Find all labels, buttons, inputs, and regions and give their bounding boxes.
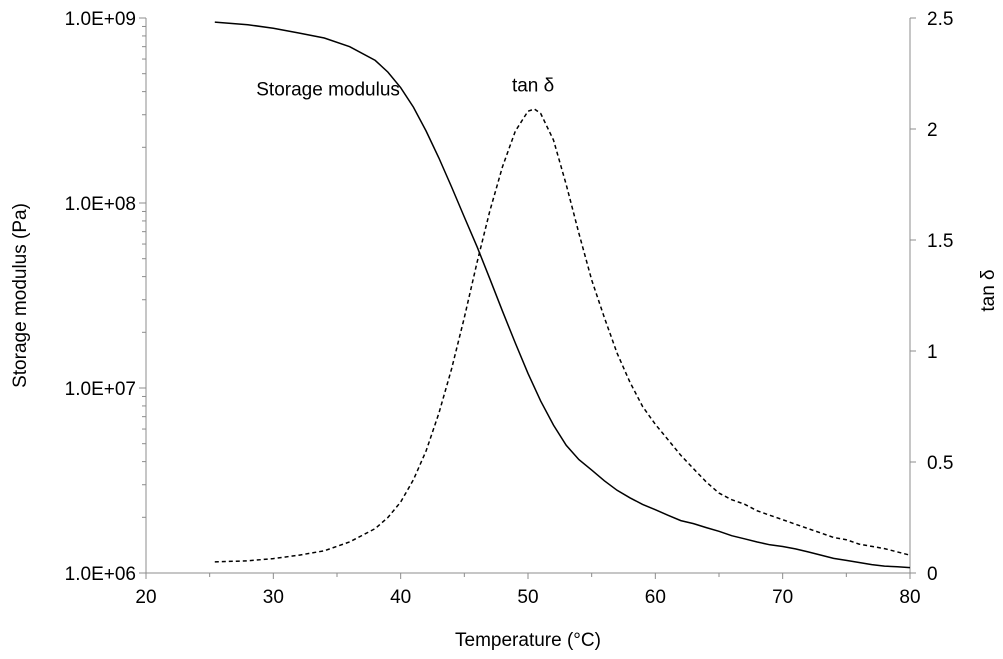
left-y-tick-label: 1.0E+08 xyxy=(65,194,136,215)
x-tick-label: 50 xyxy=(517,587,538,608)
annotations: Storage modulus tan δ xyxy=(256,75,554,100)
x-tick-label: 30 xyxy=(263,587,284,608)
right-y-tick-label: 0 xyxy=(927,564,938,585)
right-y-tick-label: 0.5 xyxy=(927,453,953,474)
series-layer xyxy=(215,22,910,568)
storage-modulus-annotation: Storage modulus xyxy=(256,80,400,101)
x-tick-label: 60 xyxy=(645,587,666,608)
left-y-tick-label: 1.0E+07 xyxy=(65,379,136,400)
left-y-axis-title: Storage modulus (Pa) xyxy=(10,203,31,388)
tan-delta-annotation: tan δ xyxy=(512,75,554,96)
right-y-tick-label: 2 xyxy=(927,120,938,141)
x-tick-label: 40 xyxy=(390,587,411,608)
tick-marks xyxy=(139,18,916,579)
right-y-axis-title: tan δ xyxy=(978,269,999,311)
right-y-tick-label: 1.5 xyxy=(927,231,953,252)
x-tick-label: 20 xyxy=(135,587,156,608)
x-tick-label: 80 xyxy=(899,587,920,608)
tan-delta-line xyxy=(215,109,910,562)
left-y-tick-label: 1.0E+09 xyxy=(65,9,136,30)
chart-axes xyxy=(146,18,910,573)
x-tick-label: 70 xyxy=(772,587,793,608)
left-y-tick-label: 1.0E+06 xyxy=(65,564,136,585)
tick-labels: 20 30 40 50 60 70 801.0E+061.0E+071.0E+081.0E+… xyxy=(65,9,954,608)
x-axis-title: Temperature (°C) xyxy=(455,630,601,651)
right-y-tick-label: 2.5 xyxy=(927,9,953,30)
storage-modulus-line xyxy=(215,22,910,568)
right-y-tick-label: 1 xyxy=(927,342,938,363)
